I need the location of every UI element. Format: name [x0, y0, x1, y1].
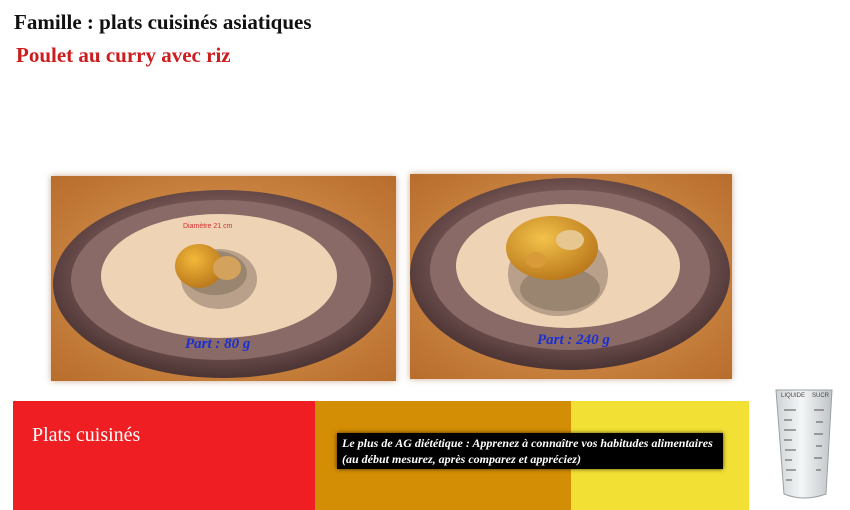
dish-title: Poulet au curry avec riz	[16, 43, 231, 67]
measuring-cup-icon: LIQUIDE SUCR	[766, 386, 842, 509]
photo-portion-large	[410, 174, 732, 379]
cup-label-liquid: LIQUIDE	[781, 393, 805, 399]
portion-label-small: Part : 80 g	[185, 336, 251, 352]
family-title: Famille : plats cuisinés asiatiques	[14, 10, 312, 34]
category-label: Plats cuisinés	[32, 424, 141, 446]
category-band-red	[13, 401, 315, 510]
photo-portion-small: Diamètre 21 cm	[51, 176, 396, 381]
portion-label-large: Part : 240 g	[537, 332, 610, 348]
diet-tip: Le plus de AG diététique : Apprenez à co…	[337, 433, 723, 469]
cup-label-sugar: SUCR	[812, 393, 830, 399]
plate-diameter-text: Diamètre 21 cm	[183, 223, 233, 230]
